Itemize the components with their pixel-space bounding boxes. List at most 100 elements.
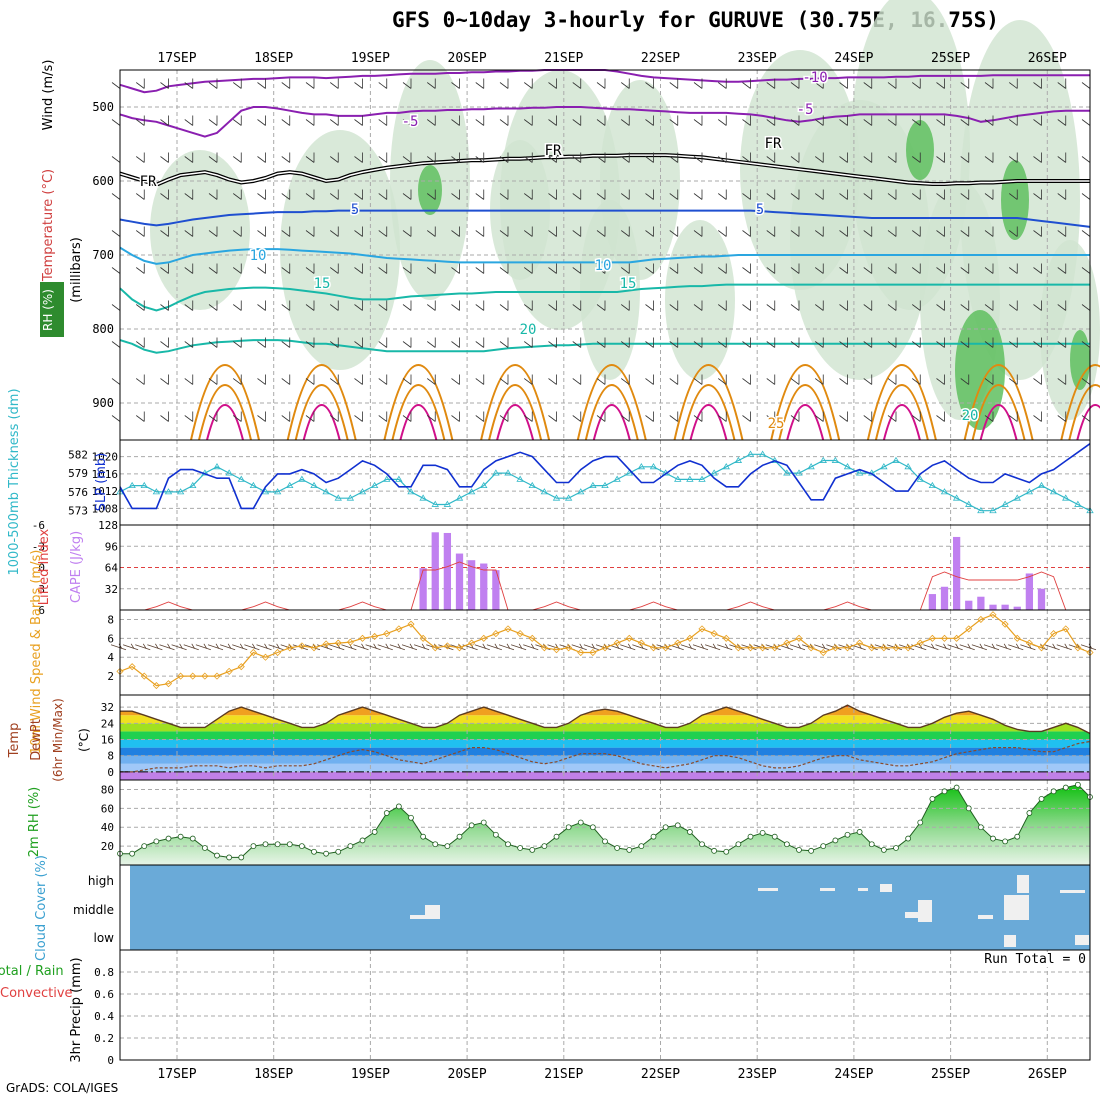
wind-barb [281, 226, 291, 237]
wind-speed-point [164, 680, 173, 688]
temp-band [120, 739, 1090, 748]
wind-barb [499, 226, 509, 237]
wind-barb [111, 152, 121, 163]
wind-barb [451, 226, 460, 237]
wind-speed-point [734, 644, 742, 652]
wind-barb [935, 643, 951, 651]
isotherm-warm-line [391, 384, 446, 441]
wind-barb [305, 115, 315, 126]
wind-barb [742, 374, 751, 385]
x-tick-label-bottom: 18SEP [254, 1067, 293, 1082]
rh-point [298, 843, 305, 850]
wind-barb [233, 189, 242, 200]
rh-point [662, 824, 669, 831]
wind-barb [984, 411, 994, 422]
x-tick-label-top: 22SEP [641, 51, 680, 66]
wind-barb [718, 115, 727, 126]
rh-point [359, 837, 366, 844]
wind-barb [111, 300, 121, 311]
wind-barb [839, 300, 848, 311]
wind-barb [402, 263, 412, 274]
thickness-point [334, 494, 342, 501]
wind-barb [815, 189, 824, 200]
wind-speed-point [625, 634, 633, 642]
wind-barb [427, 189, 436, 200]
wind-speed-point [455, 644, 464, 652]
wind-barb [378, 189, 388, 200]
wind-barb [718, 78, 727, 89]
wind-barb [596, 78, 606, 89]
wind-barb [718, 374, 727, 385]
thickness-point [758, 450, 767, 457]
wind-barb [305, 78, 315, 89]
wind-speed-point [686, 634, 694, 642]
wind-barb [354, 374, 363, 385]
wind-barb [257, 263, 266, 274]
rh-point [735, 841, 742, 848]
wind-barb [451, 152, 460, 163]
contour-label: -10 [802, 70, 827, 86]
thickness-point [1062, 494, 1070, 501]
wind-barb [645, 226, 654, 237]
wind-barb [669, 300, 679, 311]
wind-barb [984, 189, 994, 200]
wind-barb [1009, 226, 1018, 237]
wind-barb [572, 300, 582, 311]
wind-barb [548, 374, 557, 385]
thickness-point [795, 469, 803, 476]
rh-point [638, 843, 645, 850]
thickness-point [965, 500, 973, 507]
wind-barb [912, 189, 921, 200]
wind-barb [1009, 263, 1018, 274]
wind-speed-point [552, 646, 561, 654]
wind-barb [183, 643, 199, 651]
wind-speed-point [177, 672, 185, 680]
cloud-block [1017, 875, 1029, 893]
wind-barb [572, 337, 582, 348]
wind-barb [377, 643, 393, 651]
wind-barb [330, 263, 339, 274]
wind-speed-point [298, 642, 306, 650]
wind-barb [669, 337, 679, 348]
wind-barb [790, 374, 800, 385]
wind-barb [281, 263, 291, 274]
wind-barb [402, 226, 412, 237]
isotherm-warm-line [882, 404, 921, 441]
isotherm-warm-line [786, 404, 825, 441]
wind-barb [572, 263, 582, 274]
wind-speed-point [977, 615, 985, 624]
wind-barb [984, 152, 994, 163]
rh-point [480, 819, 487, 826]
wind-barb [1057, 78, 1067, 89]
isotherm-warm-line [488, 384, 543, 441]
cloud-block [978, 915, 993, 919]
wind-barb [645, 300, 654, 311]
wind-barb [790, 411, 800, 422]
y-tick-label: 579 [68, 467, 88, 480]
wind-barb [645, 78, 654, 89]
wind-barb [863, 115, 873, 126]
wind-barb [839, 337, 848, 348]
isotherm-line [119, 209, 1091, 228]
wind-speed-point [928, 634, 936, 642]
rh-point [723, 848, 730, 855]
wind-barb [1033, 300, 1042, 311]
wind-speed-point [504, 625, 512, 633]
wind-barb [111, 374, 121, 385]
isotherm-warm-line [971, 384, 1026, 441]
wind-barb [1033, 115, 1042, 126]
wind-barb [184, 152, 194, 163]
wind-barb [160, 411, 169, 422]
isotherm-warm-line [681, 384, 736, 441]
wind-speed-point [771, 644, 779, 652]
wind-barb [718, 337, 727, 348]
rh-point [517, 845, 524, 851]
wind-barb [815, 115, 824, 126]
rh-shade-light [665, 220, 735, 380]
wind-barb [257, 115, 266, 126]
wind-barb [1009, 189, 1018, 200]
wind-barb [354, 411, 363, 422]
wind-barb [839, 411, 848, 422]
wind-barb [111, 263, 121, 274]
rh-point [1014, 833, 1021, 840]
